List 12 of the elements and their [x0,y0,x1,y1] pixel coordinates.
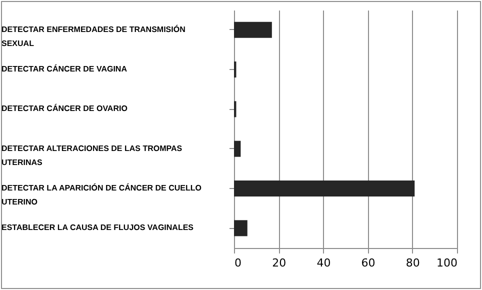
x-tick-label: 20 [272,256,286,270]
y-tick-label: ESTABLECER LA CAUSA DE FLUJOS VAGINALES [2,223,194,232]
x-tick-label: 100 [436,256,458,270]
y-tick-label: DETECTAR ALTERACIONES DE LAS TROMPAS UTERINAS [2,144,183,167]
x-tick-label: 0 [234,256,242,270]
x-tick-label: 80 [406,256,420,270]
x-tick-label: 60 [361,256,376,270]
y-tick-label: DETECTAR LA APARICIÓN DE CÁNCER DE CUELLO UTERINO [2,182,202,206]
y-tick-label: DETECTAR CÁNCER DE VAGINA [2,64,128,74]
y-tick-label: DETECTAR CÁNCER DE OVARIO [2,103,128,114]
y-tick-label: DETECTAR ENFERMEDADES DE TRANSMISIÓN SEXUAL [2,24,186,48]
x-tick-label: 40 [316,256,331,270]
